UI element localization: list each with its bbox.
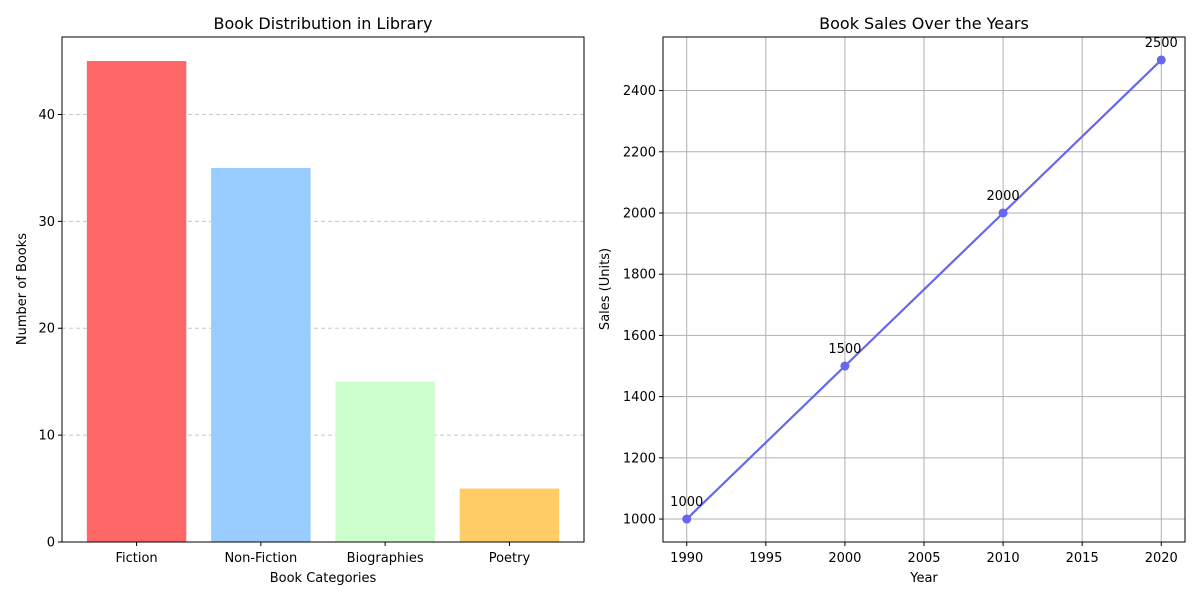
line-chart: Book Sales Over the Years 1000 1500 2000 25…	[598, 14, 1186, 586]
bar-chart-x-tick-label: Biographies	[347, 551, 424, 566]
line-chart-x-tick-label: 2015	[1066, 551, 1099, 566]
line-chart-x-tick-label: 2000	[828, 551, 861, 566]
bar-poetry	[459, 488, 560, 542]
bar-chart-y-tick-label: 10	[38, 429, 55, 444]
line-chart-x-axis-label: Year	[909, 571, 938, 586]
line-chart-point	[1156, 55, 1166, 65]
line-chart-point	[840, 361, 850, 371]
line-chart-series: 1000 1500 2000 2500	[670, 36, 1178, 524]
bar-chart-y-axis-label: Number of Books	[15, 233, 30, 345]
bar-chart-y-ticks: 0 10 20 30 40	[38, 108, 62, 551]
bar-chart-y-tick-label: 40	[38, 108, 55, 123]
bar-non-fiction	[211, 167, 311, 543]
line-chart-y-tick-label: 1400	[623, 390, 656, 405]
line-chart-x-tick-label: 2020	[1145, 551, 1178, 566]
line-chart-data-label: 2500	[1145, 36, 1178, 51]
line-chart-title: Book Sales Over the Years	[819, 14, 1029, 33]
bar-chart-x-tick-label: Fiction	[115, 551, 157, 566]
line-chart-x-tick-label: 2010	[987, 551, 1020, 566]
bar-chart-frame	[61, 36, 585, 543]
line-chart-series-line	[685, 59, 1163, 520]
bar-chart: Book Distribution in Library 0 10 20 30 40 F…	[15, 14, 585, 586]
line-chart-y-tick-label: 2000	[623, 206, 656, 221]
line-chart-y-tick-label: 2200	[623, 145, 656, 160]
bar-chart-y-tick-label: 20	[38, 322, 55, 337]
line-chart-y-tick-label: 1200	[623, 451, 656, 466]
line-chart-point	[998, 208, 1008, 218]
bar-biographies	[335, 381, 435, 542]
line-chart-y-tick-label: 1000	[623, 513, 656, 528]
line-chart-x-tick-label: 1995	[749, 551, 782, 566]
bar-chart-x-ticks: Fiction Non-Fiction Biographies Poetry	[115, 542, 530, 566]
line-chart-y-axis-label: Sales (Units)	[598, 248, 613, 330]
line-chart-y-ticks: 1000 1200 1400 1600 1800 2000 2200 2400	[623, 84, 663, 528]
line-chart-y-tick-label: 1600	[623, 329, 656, 344]
line-chart-x-tick-label: 1990	[670, 551, 703, 566]
bar-chart-y-tick-label: 30	[38, 215, 55, 230]
line-chart-data-label: 2000	[987, 189, 1020, 204]
bar-chart-x-axis-label: Book Categories	[270, 571, 377, 586]
line-chart-data-label: 1000	[670, 495, 703, 510]
line-chart-x-ticks: 1990 1995 2000 2005 2010 2015 2020	[670, 542, 1178, 566]
bar-chart-title: Book Distribution in Library	[214, 14, 433, 33]
bar-fiction	[86, 61, 187, 543]
bar-chart-bars	[86, 61, 560, 543]
line-chart-point	[682, 514, 692, 524]
line-chart-y-tick-label: 2400	[623, 84, 656, 99]
bar-chart-x-tick-label: Non-Fiction	[224, 551, 297, 566]
line-chart-y-tick-label: 1800	[623, 268, 656, 283]
bar-chart-y-tick-label: 0	[47, 536, 55, 551]
bar-chart-x-tick-label: Poetry	[489, 551, 531, 566]
line-chart-x-tick-label: 2005	[907, 551, 940, 566]
line-chart-gridlines	[663, 37, 1185, 542]
line-chart-data-label: 1500	[828, 342, 861, 357]
